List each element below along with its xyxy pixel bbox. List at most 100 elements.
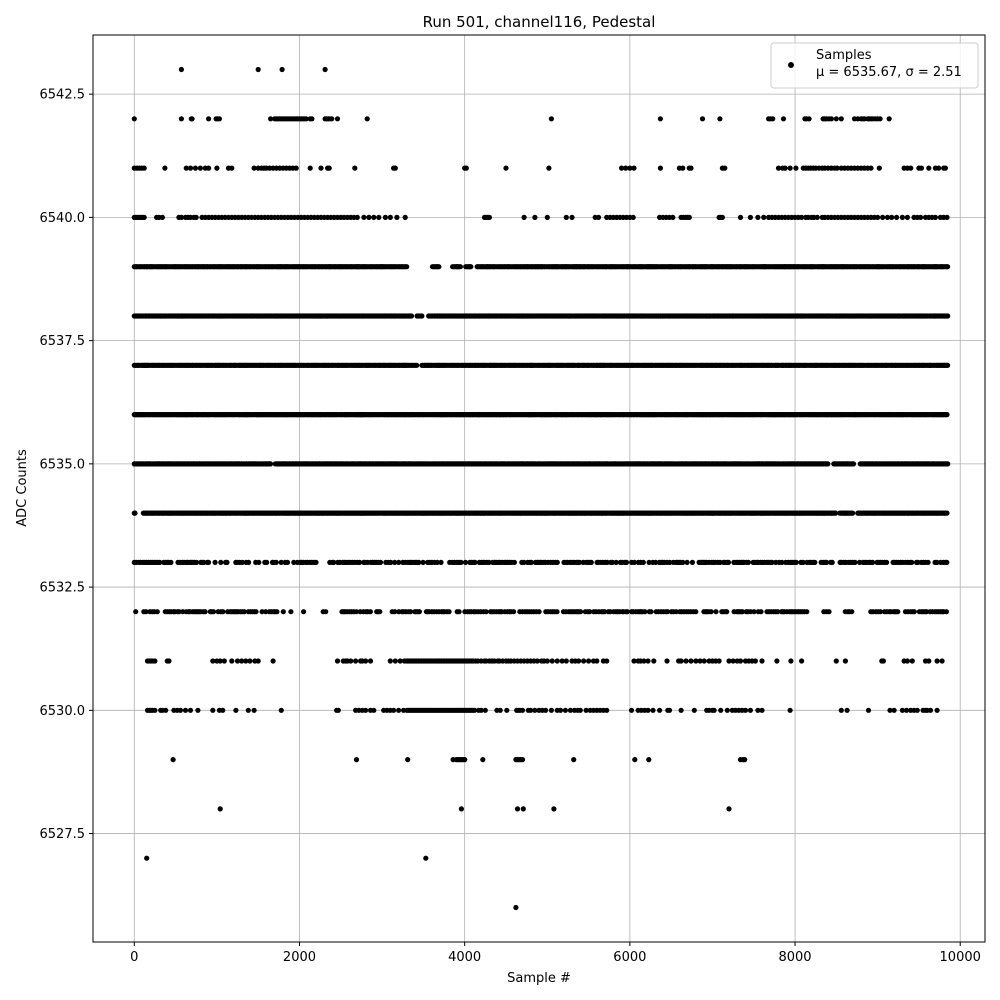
data-point [511, 559, 517, 566]
data-point [141, 165, 147, 171]
data-point [563, 214, 569, 220]
data-point [868, 165, 874, 171]
data-point [309, 116, 315, 122]
data-point [392, 165, 398, 171]
data-point [438, 559, 444, 566]
data-point [224, 559, 230, 566]
data-point [787, 165, 793, 171]
data-point [884, 214, 891, 220]
data-point [162, 165, 168, 171]
data-point [408, 313, 415, 319]
data-point [361, 214, 367, 220]
data-point [366, 214, 372, 220]
data-point [267, 461, 274, 467]
data-point [264, 559, 270, 566]
data-point [588, 559, 594, 566]
data-point [670, 214, 676, 220]
data-point [544, 214, 550, 220]
data-point [889, 214, 895, 220]
data-point [382, 214, 388, 220]
data-point [503, 165, 509, 171]
data-point [657, 165, 664, 171]
data-point [908, 165, 914, 171]
data-point [458, 559, 464, 566]
data-point [193, 214, 199, 220]
data-point [548, 116, 555, 122]
data-point [273, 559, 279, 566]
data-point [197, 165, 203, 171]
data-point [814, 214, 820, 220]
data-point [627, 165, 633, 171]
data-point [463, 165, 469, 171]
data-point [631, 165, 637, 171]
data-point [686, 214, 692, 220]
data-point [313, 559, 319, 566]
data-point [307, 165, 313, 171]
data-point [904, 214, 911, 220]
data-point [825, 461, 831, 467]
data-point [394, 214, 400, 220]
data-point [178, 214, 184, 220]
data-point [189, 116, 195, 122]
data-point [806, 116, 812, 122]
data-point [747, 214, 754, 220]
data-point [183, 165, 189, 171]
grid-layer [93, 35, 985, 942]
data-point [834, 165, 840, 171]
data-point [457, 264, 463, 270]
data-point [926, 165, 932, 171]
data-point [799, 214, 805, 220]
data-point [387, 214, 393, 220]
data-point [205, 559, 212, 566]
data-point [371, 214, 377, 220]
data-point [828, 116, 835, 122]
data-point [770, 116, 776, 122]
data-point [318, 165, 324, 171]
data-point [780, 116, 787, 122]
data-points-layer [131, 66, 951, 911]
data-point [793, 165, 799, 171]
data-point [246, 559, 252, 566]
data-point [699, 116, 706, 122]
data-point [775, 165, 782, 171]
data-point [657, 116, 664, 122]
data-point [838, 116, 844, 122]
data-point [436, 264, 442, 270]
data-point [486, 214, 492, 220]
data-point [932, 214, 939, 220]
data-point [419, 313, 425, 319]
data-point [546, 165, 552, 171]
data-point [303, 116, 309, 122]
data-point [187, 165, 194, 171]
data-point [623, 165, 629, 171]
data-point [256, 559, 262, 566]
data-point [329, 116, 335, 122]
data-point [168, 559, 174, 566]
data-point [229, 165, 235, 171]
data-point [894, 214, 900, 220]
data-point [268, 116, 274, 122]
data-point [876, 165, 882, 171]
data-point [877, 116, 883, 122]
data-point [945, 313, 951, 319]
data-point [944, 412, 950, 418]
data-point [354, 214, 360, 220]
data-point [214, 165, 220, 171]
data-point [554, 559, 560, 566]
data-point [206, 165, 212, 171]
data-point [761, 214, 767, 220]
data-point [595, 214, 602, 220]
data-point [159, 214, 165, 220]
data-point [178, 116, 184, 122]
data-point [251, 165, 257, 171]
data-point [131, 116, 137, 122]
data-point [521, 214, 527, 220]
data-point [755, 214, 761, 220]
data-point [402, 214, 408, 220]
data-point [206, 116, 212, 122]
data-point [945, 461, 951, 467]
data-point [880, 214, 886, 220]
data-point [216, 116, 222, 122]
data-point [630, 214, 636, 220]
